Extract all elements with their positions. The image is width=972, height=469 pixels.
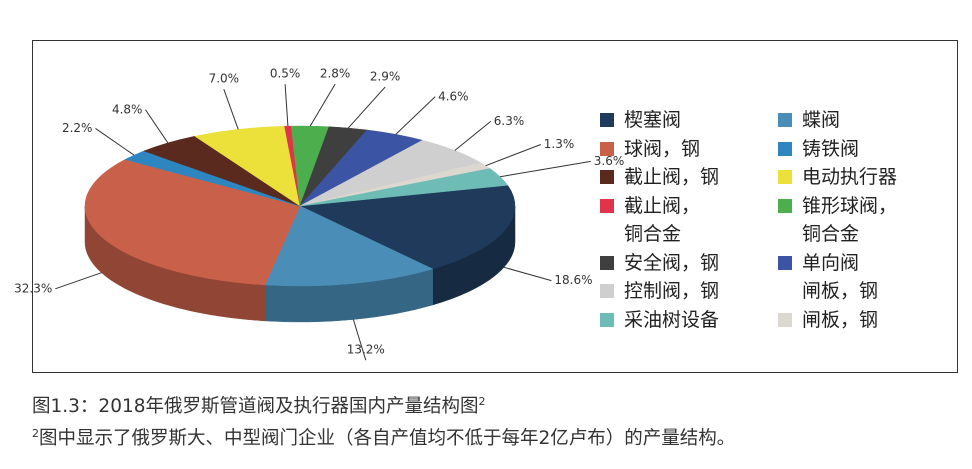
legend-item: 蝶阀 bbox=[778, 106, 897, 135]
pie-slice bbox=[264, 205, 434, 287]
value-label: 3.6% bbox=[594, 154, 625, 168]
caption-text: 图1.3：2018年俄罗斯管道阀及执行器国内产量结构图 bbox=[32, 396, 479, 417]
legend-label: 蝶阀 bbox=[802, 109, 841, 131]
leader-line bbox=[309, 83, 336, 127]
leader-line bbox=[223, 88, 239, 130]
legend-swatch bbox=[778, 141, 792, 156]
legend-swatch bbox=[600, 170, 614, 184]
legend-label: 闸板，钢 bbox=[802, 308, 879, 331]
value-label: 4.8% bbox=[112, 102, 143, 116]
leader-line bbox=[55, 272, 102, 290]
value-label: 13.2% bbox=[347, 343, 385, 357]
value-label: 2.2% bbox=[62, 121, 93, 135]
value-label: 4.6% bbox=[438, 89, 469, 103]
legend-label: 楔塞阀 bbox=[624, 109, 682, 131]
legend-column: 蝶阀铸铁阀电动执行器锥形球阀， 铜合金 单向阀 闸板，钢闸板，钢 bbox=[778, 106, 897, 334]
legend-swatch bbox=[778, 198, 792, 213]
legend-item: 电动执行器 bbox=[778, 163, 897, 192]
pie-slice bbox=[299, 168, 509, 207]
legend-item: 闸板，钢 bbox=[778, 306, 897, 335]
legend-item: 球阀，钢 bbox=[600, 135, 719, 164]
legend-swatch bbox=[600, 113, 614, 127]
leader-line bbox=[284, 84, 289, 127]
value-label: 2.8% bbox=[320, 67, 351, 81]
legend-swatch bbox=[778, 170, 792, 184]
legend-swatch bbox=[600, 312, 614, 327]
legend-label: 控制阀，钢 bbox=[624, 280, 720, 302]
legend-label: 截止阀， 铜合金 bbox=[624, 194, 701, 246]
footnote-mark: 2 bbox=[32, 426, 39, 440]
caption-title: 图1.3：2018年俄罗斯管道阀及执行器国内产量结构图2 bbox=[32, 392, 486, 418]
legend-swatch bbox=[600, 141, 614, 156]
footnote-text: 图中显示了俄罗斯大、中型阀门企业（各自产值均不低于每年2亿卢布）的产量结构。 bbox=[39, 428, 736, 449]
value-label: 7.0% bbox=[209, 72, 240, 86]
legend-item: 截止阀，钢 bbox=[600, 163, 719, 192]
leader-line bbox=[395, 96, 436, 135]
value-label: 32.3% bbox=[14, 281, 52, 295]
legend-item: 楔塞阀 bbox=[600, 106, 719, 135]
legend-item: 采油树设备 bbox=[600, 306, 719, 335]
value-label: 1.3% bbox=[544, 137, 575, 151]
leader-line bbox=[503, 266, 552, 282]
leader-line bbox=[347, 86, 386, 129]
legend-label: 球阀，钢 bbox=[624, 137, 701, 160]
value-label: 2.9% bbox=[370, 70, 401, 84]
value-label: 6.3% bbox=[494, 114, 524, 128]
legend-label: 截止阀，钢 bbox=[624, 166, 720, 188]
legend-label: 铸铁阀 bbox=[802, 137, 860, 160]
legend-label: 采油树设备 bbox=[624, 308, 720, 331]
leader-line bbox=[145, 109, 169, 144]
leader-line bbox=[95, 128, 135, 156]
legend-item: 控制阀，钢 bbox=[600, 277, 719, 306]
legend-label: 单向阀 闸板，钢 bbox=[802, 251, 879, 303]
legend-swatch bbox=[600, 284, 614, 298]
legend-item: 锥形球阀， 铜合金 bbox=[778, 192, 897, 249]
caption-footnote: 2图中显示了俄罗斯大、中型阀门企业（各自产值均不低于每年2亿卢布）的产量结构。 bbox=[32, 424, 735, 450]
pie-slice bbox=[299, 185, 516, 270]
legend-swatch bbox=[778, 113, 792, 127]
legend-item: 安全阀，钢 bbox=[600, 249, 719, 278]
leader-line bbox=[485, 144, 541, 167]
leader-line bbox=[499, 160, 591, 178]
legend-swatch bbox=[600, 198, 614, 213]
legend-item: 单向阀 闸板，钢 bbox=[778, 249, 897, 306]
legend-swatch bbox=[778, 312, 792, 327]
legend-label: 安全阀，钢 bbox=[624, 251, 720, 274]
legend-swatch bbox=[778, 255, 792, 270]
legend-item: 铸铁阀 bbox=[778, 135, 897, 164]
legend-label: 锥形球阀， 铜合金 bbox=[802, 194, 898, 246]
pie-slice bbox=[84, 159, 301, 286]
legend-column: 楔塞阀球阀，钢截止阀，钢截止阀， 铜合金安全阀，钢控制阀，钢采油树设备 bbox=[600, 106, 719, 334]
pie-tops bbox=[84, 125, 516, 287]
legend-item: 截止阀， 铜合金 bbox=[600, 192, 719, 249]
legend-label: 电动执行器 bbox=[802, 166, 898, 188]
value-label: 0.5% bbox=[270, 67, 301, 81]
caption-superscript: 2 bbox=[478, 394, 486, 408]
leader-line bbox=[352, 319, 367, 361]
legend-swatch bbox=[600, 255, 614, 270]
chart-frame bbox=[32, 40, 958, 373]
pie-labels: 18.6% 13.2% 32.3% 2.2% 4.8% 7.0% 0.5% 2.8% 2.9% 4… bbox=[14, 67, 624, 361]
leader-line bbox=[454, 120, 492, 151]
value-label: 18.6% bbox=[554, 273, 592, 287]
